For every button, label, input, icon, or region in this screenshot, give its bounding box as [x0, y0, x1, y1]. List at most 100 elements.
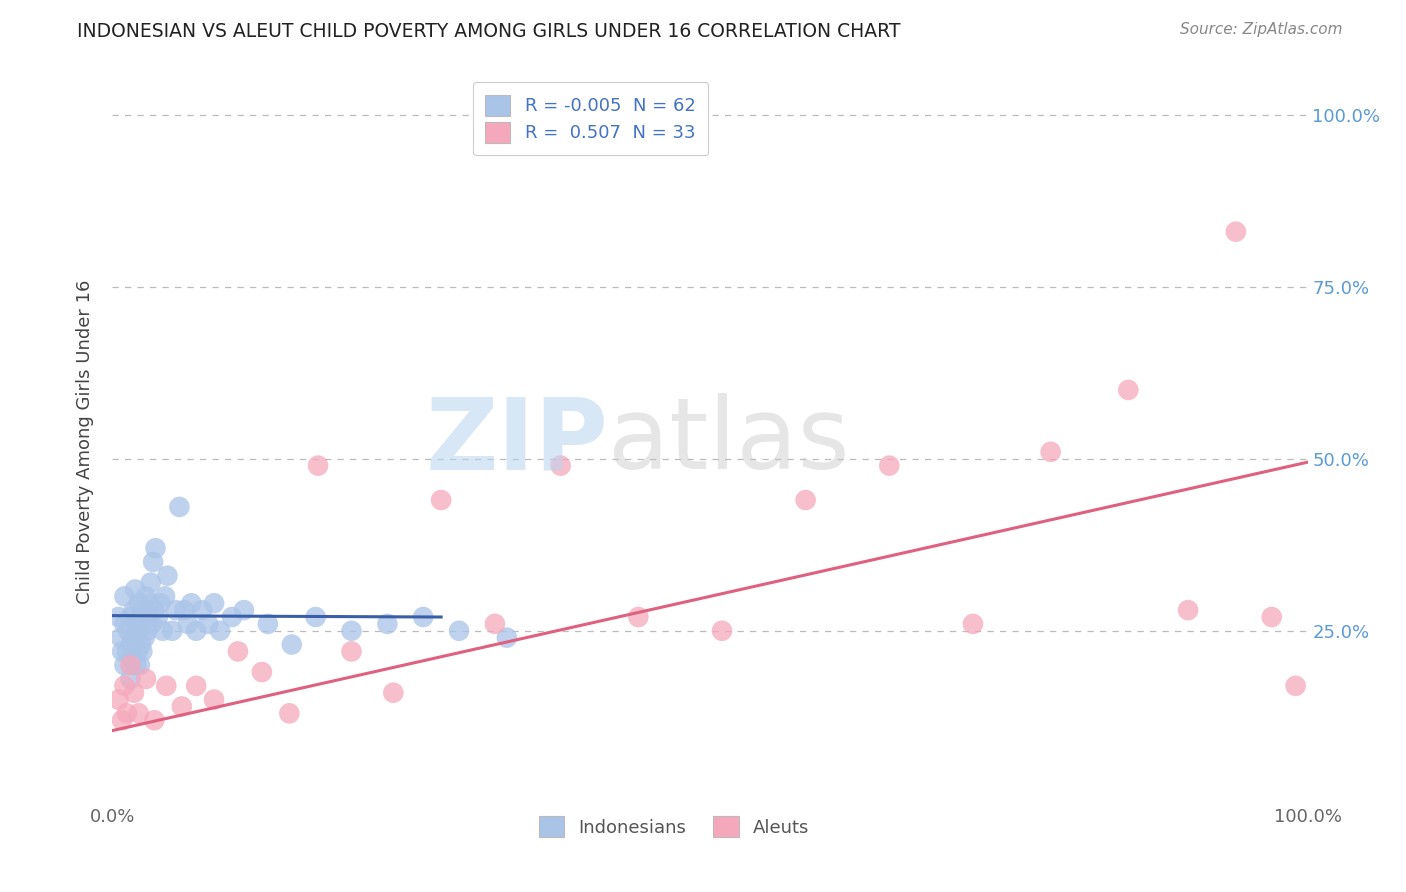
Text: atlas: atlas — [609, 393, 851, 490]
Point — [131, 616, 153, 631]
Point — [120, 610, 142, 624]
Point — [121, 651, 143, 665]
Point — [107, 610, 129, 624]
Point — [169, 500, 191, 514]
Point — [221, 610, 243, 624]
Point — [382, 686, 405, 700]
Point — [107, 692, 129, 706]
Point — [142, 555, 165, 569]
Point — [129, 658, 152, 673]
Point — [340, 644, 363, 658]
Point — [131, 644, 153, 658]
Point — [278, 706, 301, 721]
Text: INDONESIAN VS ALEUT CHILD POVERTY AMONG GIRLS UNDER 16 CORRELATION CHART: INDONESIAN VS ALEUT CHILD POVERTY AMONG … — [77, 22, 901, 41]
Point — [484, 616, 506, 631]
Point — [111, 644, 134, 658]
Point — [135, 672, 157, 686]
Point — [127, 644, 149, 658]
Point — [135, 590, 157, 604]
Point — [122, 686, 145, 700]
Point — [138, 610, 160, 624]
Point — [138, 596, 160, 610]
Point — [134, 631, 156, 645]
Point — [129, 638, 152, 652]
Point — [879, 458, 901, 473]
Point — [180, 596, 202, 610]
Point — [1039, 445, 1062, 459]
Point — [550, 458, 572, 473]
Text: ZIP: ZIP — [426, 393, 609, 490]
Point — [191, 603, 214, 617]
Point — [122, 631, 145, 645]
Point — [173, 603, 195, 617]
Point — [114, 679, 135, 693]
Point — [209, 624, 232, 638]
Point — [156, 568, 179, 582]
Point — [128, 706, 150, 721]
Point — [124, 582, 146, 597]
Point — [153, 590, 176, 604]
Point — [143, 603, 166, 617]
Point — [305, 610, 328, 624]
Point — [120, 638, 142, 652]
Point — [125, 658, 148, 673]
Point — [136, 624, 159, 638]
Point — [412, 610, 434, 624]
Point — [496, 631, 519, 645]
Point — [165, 603, 187, 617]
Point — [257, 616, 280, 631]
Point — [114, 658, 135, 673]
Point — [447, 624, 470, 638]
Point — [377, 616, 399, 631]
Point — [149, 596, 172, 610]
Point — [177, 616, 200, 631]
Point — [1177, 603, 1199, 617]
Point — [146, 610, 169, 624]
Point — [120, 658, 142, 673]
Point — [141, 616, 163, 631]
Point — [186, 624, 208, 638]
Point — [197, 616, 219, 631]
Point — [430, 493, 453, 508]
Point — [115, 706, 138, 721]
Point — [120, 672, 142, 686]
Point — [111, 713, 134, 727]
Point — [627, 610, 650, 624]
Point — [307, 458, 329, 473]
Point — [145, 541, 167, 556]
Point — [226, 644, 249, 658]
Legend: Indonesians, Aleuts: Indonesians, Aleuts — [531, 809, 817, 845]
Text: Source: ZipAtlas.com: Source: ZipAtlas.com — [1180, 22, 1343, 37]
Point — [170, 699, 193, 714]
Point — [1261, 610, 1284, 624]
Point — [122, 603, 145, 617]
Point — [129, 610, 152, 624]
Point — [1118, 383, 1140, 397]
Point — [115, 644, 138, 658]
Point — [114, 616, 135, 631]
Point — [233, 603, 256, 617]
Point — [114, 590, 135, 604]
Point — [202, 692, 225, 706]
Point — [139, 575, 162, 590]
Point — [794, 493, 817, 508]
Point — [202, 596, 225, 610]
Point — [250, 665, 273, 679]
Point — [340, 624, 363, 638]
Point — [186, 679, 208, 693]
Point — [132, 603, 155, 617]
Point — [281, 638, 304, 652]
Point — [162, 624, 183, 638]
Point — [1285, 679, 1308, 693]
Point — [711, 624, 734, 638]
Point — [128, 596, 150, 610]
Point — [1225, 225, 1247, 239]
Point — [110, 631, 132, 645]
Point — [128, 624, 150, 638]
Y-axis label: Child Poverty Among Girls Under 16: Child Poverty Among Girls Under 16 — [76, 279, 94, 604]
Point — [152, 624, 174, 638]
Point — [125, 616, 148, 631]
Point — [962, 616, 984, 631]
Point — [143, 713, 166, 727]
Point — [117, 624, 139, 638]
